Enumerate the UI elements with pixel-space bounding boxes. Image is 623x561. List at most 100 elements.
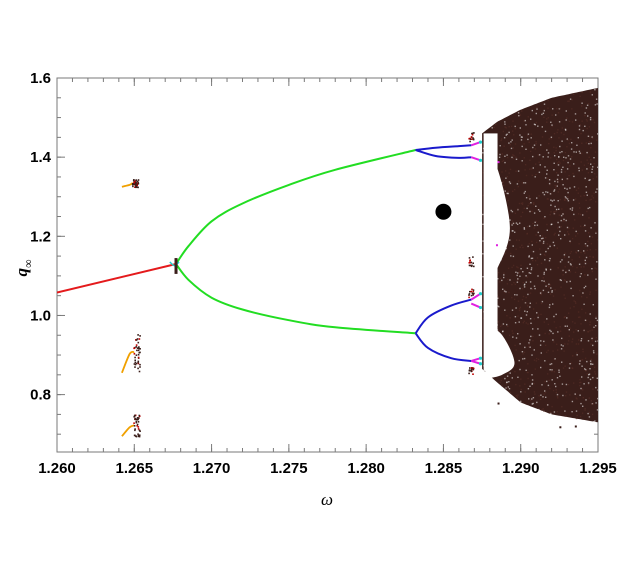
chaos-point <box>541 300 544 303</box>
chaos-point <box>554 289 556 291</box>
chaos-point <box>518 271 520 273</box>
chaos-point <box>533 382 535 385</box>
chaos-point <box>517 208 519 210</box>
isolated-point <box>134 180 136 182</box>
chaos-point <box>592 337 594 339</box>
chaos-point <box>517 278 519 280</box>
chaos-point <box>584 357 587 359</box>
chaos-point <box>521 182 524 184</box>
chaos-point <box>544 166 546 168</box>
chaos-point <box>504 161 506 164</box>
chaos-point <box>593 366 596 368</box>
chaos-point <box>531 403 533 405</box>
chaos-point <box>558 226 561 228</box>
chaos-point <box>546 229 548 231</box>
chaos-point <box>553 189 556 191</box>
chaos-point <box>505 177 507 179</box>
chaos-point <box>542 408 544 410</box>
chaos-point <box>582 292 584 294</box>
chaos-point <box>509 182 512 185</box>
chaos-point <box>557 227 559 229</box>
chaos-point <box>527 388 530 390</box>
chaos-point <box>588 156 590 158</box>
chaos-point <box>552 389 555 392</box>
chaos-point <box>558 214 561 216</box>
chaos-point <box>537 358 540 361</box>
cascade-fragment-point <box>473 265 475 268</box>
chaos-point <box>551 369 553 371</box>
cascade-fragment-point <box>470 261 473 264</box>
chaos-point <box>535 360 538 362</box>
chaos-point <box>499 381 501 384</box>
chaos-point <box>533 227 535 229</box>
isolated-point <box>139 363 141 366</box>
chaos-point <box>537 125 539 127</box>
chaos-point <box>557 221 559 224</box>
chaos-point <box>560 238 562 240</box>
chaos-point <box>583 194 585 197</box>
chaos-point <box>592 376 594 379</box>
chaos-point <box>505 387 507 389</box>
chaos-point <box>559 107 561 110</box>
chaos-point <box>563 350 565 352</box>
chaos-point <box>577 232 579 235</box>
chaos-point <box>512 264 515 267</box>
chaos-point <box>551 125 554 127</box>
chaos-point <box>516 279 519 281</box>
isolated-point <box>135 362 138 365</box>
chaos-point <box>569 158 572 160</box>
chaos-point <box>503 291 506 294</box>
chaos-point <box>525 275 527 277</box>
chaos-point <box>588 373 591 375</box>
chaos-point <box>585 256 588 259</box>
chaos-point <box>520 400 522 403</box>
chaos-point <box>532 250 535 253</box>
chaos-point <box>589 91 592 93</box>
period16-point <box>478 305 483 310</box>
chaos-point <box>600 182 601 183</box>
chaos-point <box>587 382 590 384</box>
chaos-point <box>544 344 547 346</box>
chaos-point <box>584 319 587 321</box>
chaos-point <box>564 266 566 268</box>
chaos-point <box>509 144 511 146</box>
chaos-point <box>504 289 506 291</box>
chaos-point <box>531 174 533 177</box>
chaos-point <box>549 284 551 286</box>
chaos-point <box>520 378 522 380</box>
chaos-region <box>482 87 601 423</box>
chaos-point <box>527 293 529 296</box>
chaos-point <box>550 363 553 365</box>
chaos-point <box>588 179 590 181</box>
chaos-point <box>501 138 503 140</box>
chaos-point <box>530 257 533 260</box>
chaos-point <box>570 138 572 141</box>
chaos-point <box>596 261 598 263</box>
cascade-fragment-point <box>468 137 470 140</box>
chaos-point <box>565 197 567 199</box>
chaos-point <box>590 142 592 145</box>
chaos-point <box>525 322 527 324</box>
chaos-point <box>582 214 584 216</box>
chaos-point <box>519 368 521 371</box>
chaos-point <box>519 246 521 248</box>
chaos-point <box>540 366 542 369</box>
chaos-point <box>515 337 518 339</box>
chaos-point <box>553 146 555 148</box>
chaos-point <box>521 203 524 206</box>
chaos-point <box>522 353 524 355</box>
chaos-point <box>558 234 560 236</box>
chaos-point <box>519 385 521 387</box>
chaos-point <box>552 339 554 341</box>
chaos-point <box>563 316 565 319</box>
chaos-point <box>591 337 593 340</box>
chaos-point <box>500 139 502 142</box>
chaos-point <box>549 257 551 260</box>
chaos-point <box>579 152 581 154</box>
chaos-point <box>578 169 580 172</box>
chaos-point <box>571 237 574 240</box>
chaos-point <box>564 280 566 282</box>
chaos-point <box>535 142 537 145</box>
chaos-point <box>591 171 593 173</box>
chaos-point <box>549 213 551 216</box>
